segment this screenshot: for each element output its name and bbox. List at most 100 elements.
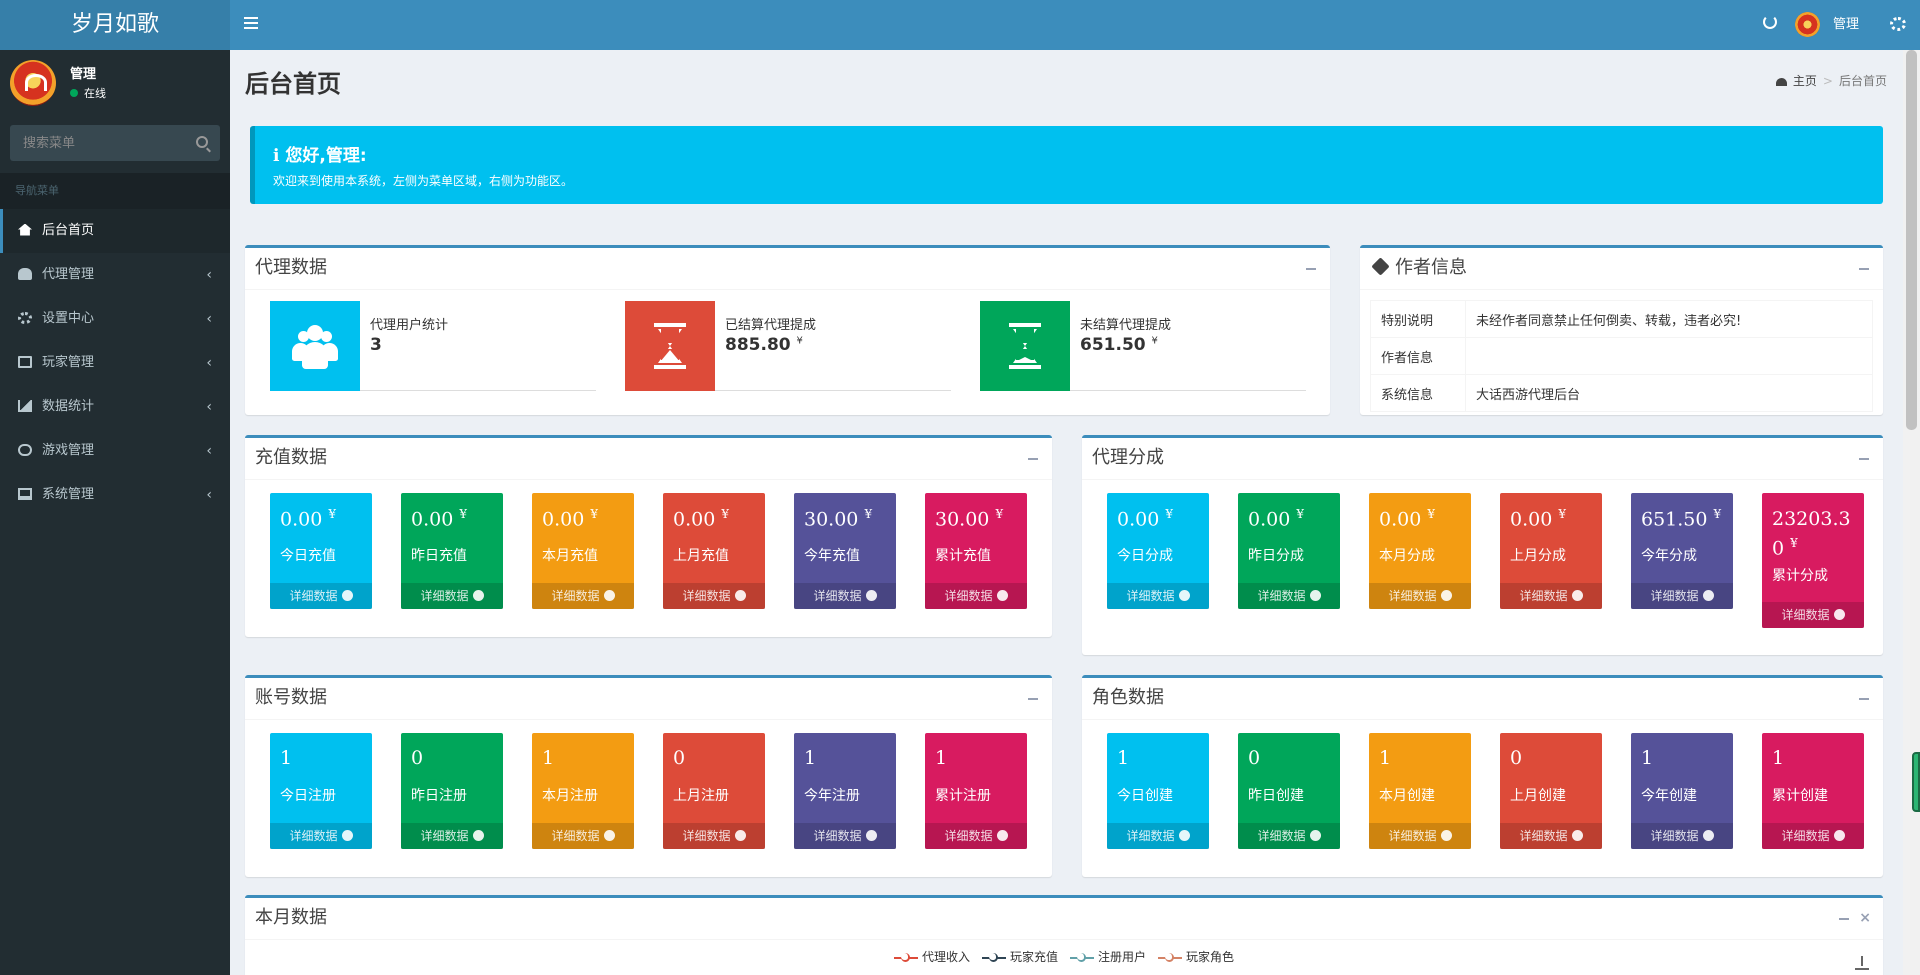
- sidebar-toggle-icon[interactable]: [244, 17, 258, 29]
- detail-link[interactable]: 详细数据: [1762, 602, 1864, 628]
- detail-link[interactable]: 详细数据: [925, 823, 1027, 849]
- stat-label: 累计注册: [935, 788, 991, 804]
- detail-link[interactable]: 详细数据: [1762, 823, 1864, 849]
- collapse-icon[interactable]: [1839, 918, 1849, 920]
- detail-link[interactable]: 详细数据: [1238, 823, 1340, 849]
- nav-item-agent[interactable]: 代理管理 ‹: [0, 253, 230, 297]
- close-icon[interactable]: ×: [1859, 910, 1871, 926]
- refresh-icon[interactable]: [1763, 15, 1777, 29]
- hourglass-icon: [1009, 323, 1041, 369]
- currency-unit: ¥: [995, 507, 1004, 521]
- nav-item-home[interactable]: 后台首页: [0, 209, 230, 253]
- stat-label: 本月分成: [1379, 548, 1435, 564]
- detail-link[interactable]: 详细数据: [794, 823, 896, 849]
- search-icon[interactable]: [196, 136, 208, 148]
- detail-link[interactable]: 详细数据: [532, 583, 634, 609]
- nav-item-games[interactable]: 游戏管理 ‹: [0, 429, 230, 473]
- legend-item[interactable]: 注册用户: [1070, 948, 1146, 965]
- legend-marker-icon: [1158, 952, 1183, 962]
- stat-tile: 1 今年注册 详细数据: [794, 733, 896, 849]
- detail-link[interactable]: 详细数据: [663, 583, 765, 609]
- nav-item-players[interactable]: 玩家管理 ‹: [0, 341, 230, 385]
- stat-label: 累计创建: [1772, 788, 1828, 804]
- stat-label: 昨日注册: [411, 788, 467, 804]
- info-box-number: 3: [370, 335, 382, 355]
- top-user-name[interactable]: 管理: [1832, 17, 1859, 32]
- legend-item[interactable]: 玩家角色: [1158, 948, 1234, 965]
- detail-link[interactable]: 详细数据: [532, 823, 634, 849]
- detail-link[interactable]: 详细数据: [401, 583, 503, 609]
- currency-unit: ¥: [1296, 507, 1304, 521]
- detail-link[interactable]: 详细数据: [794, 583, 896, 609]
- info-box-number: 651.50 ¥: [1080, 335, 1158, 355]
- stat-label: 今日注册: [280, 788, 336, 804]
- stat-value: 1: [280, 747, 292, 769]
- arrow-circle-right-icon: [603, 830, 615, 841]
- box-title: 充值数据: [255, 447, 327, 468]
- side-floating-tab[interactable]: [1912, 752, 1920, 812]
- stat-number: 1: [1117, 747, 1130, 769]
- currency-unit: ¥: [1790, 536, 1798, 550]
- stat-value: 30.00 ¥: [935, 507, 1003, 530]
- detail-link-label: 详细数据: [1519, 829, 1568, 843]
- online-dot-icon: [70, 89, 78, 97]
- stat-tile: 1 本月创建 详细数据: [1369, 733, 1471, 849]
- detail-link[interactable]: 详细数据: [1107, 823, 1209, 849]
- legend-item[interactable]: 代理收入: [893, 948, 970, 965]
- detail-link-label: 详细数据: [289, 829, 338, 843]
- collapse-icon[interactable]: [1028, 458, 1038, 460]
- detail-link[interactable]: 详细数据: [1369, 823, 1471, 849]
- detail-link[interactable]: 详细数据: [925, 583, 1027, 609]
- detail-link-label: 详细数据: [1781, 608, 1830, 622]
- gears-icon[interactable]: [1890, 17, 1906, 31]
- arrow-circle-right-icon: [472, 590, 484, 601]
- collapse-icon[interactable]: [1859, 458, 1869, 460]
- detail-link[interactable]: 详细数据: [663, 823, 765, 849]
- legend-item[interactable]: 玩家充值: [981, 948, 1058, 965]
- detail-link[interactable]: 详细数据: [1369, 583, 1471, 609]
- info-box-icon: [625, 301, 715, 391]
- chevron-left-icon: ‹: [206, 355, 212, 371]
- detail-link[interactable]: 详细数据: [1500, 583, 1602, 609]
- stat-label: 昨日充值: [411, 548, 467, 564]
- stat-label: 上月注册: [673, 788, 729, 804]
- currency-unit: ¥: [721, 507, 729, 521]
- nav-item-settings[interactable]: 设置中心 ‹: [0, 297, 230, 341]
- download-icon[interactable]: [1855, 956, 1869, 970]
- detail-link[interactable]: 详细数据: [270, 583, 372, 609]
- detail-link[interactable]: 详细数据: [270, 823, 372, 849]
- stat-value: 1: [542, 747, 554, 769]
- detail-link[interactable]: 详细数据: [1631, 583, 1733, 609]
- collapse-icon[interactable]: [1859, 698, 1869, 700]
- detail-link[interactable]: 详细数据: [1238, 583, 1340, 609]
- nav-item-stats[interactable]: 数据统计 ‹: [0, 385, 230, 429]
- stat-value: 0: [673, 747, 685, 769]
- stat-tile: 1 今年创建 详细数据: [1631, 733, 1733, 849]
- detail-link[interactable]: 详细数据: [1107, 583, 1209, 609]
- app-logo[interactable]: 岁月如歌: [0, 0, 230, 50]
- detail-link-label: 详细数据: [289, 589, 338, 603]
- collapse-icon[interactable]: [1859, 268, 1869, 270]
- detail-link[interactable]: 详细数据: [401, 823, 503, 849]
- detail-link[interactable]: 详细数据: [1631, 823, 1733, 849]
- search-input[interactable]: [10, 125, 185, 161]
- breadcrumb-home[interactable]: 主页: [1792, 74, 1817, 88]
- scrollbar-thumb[interactable]: [1906, 50, 1917, 430]
- currency-unit: ¥: [1427, 507, 1435, 521]
- avatar[interactable]: [1795, 12, 1820, 37]
- box-header: 充值数据: [245, 438, 1052, 480]
- stat-number: 1: [542, 747, 555, 769]
- nav-item-system[interactable]: 系统管理 ‹: [0, 473, 230, 517]
- agent-data-box: 代理数据 代理用户统计 3 已结算代理提成 885.80 ¥: [245, 245, 1330, 415]
- collapse-icon[interactable]: [1028, 698, 1038, 700]
- table-row: 作者信息: [1370, 337, 1873, 375]
- detail-link-label: 详细数据: [682, 829, 731, 843]
- collapse-icon[interactable]: [1306, 268, 1316, 270]
- detail-link[interactable]: 详细数据: [1500, 823, 1602, 849]
- currency-unit: ¥: [590, 507, 598, 521]
- arrow-circle-right-icon: [1440, 590, 1452, 601]
- detail-link-label: 详细数据: [813, 829, 862, 843]
- stat-label: 今年注册: [804, 788, 860, 804]
- currency-unit: ¥: [1151, 335, 1158, 347]
- breadcrumb-current: 后台首页: [1838, 74, 1887, 88]
